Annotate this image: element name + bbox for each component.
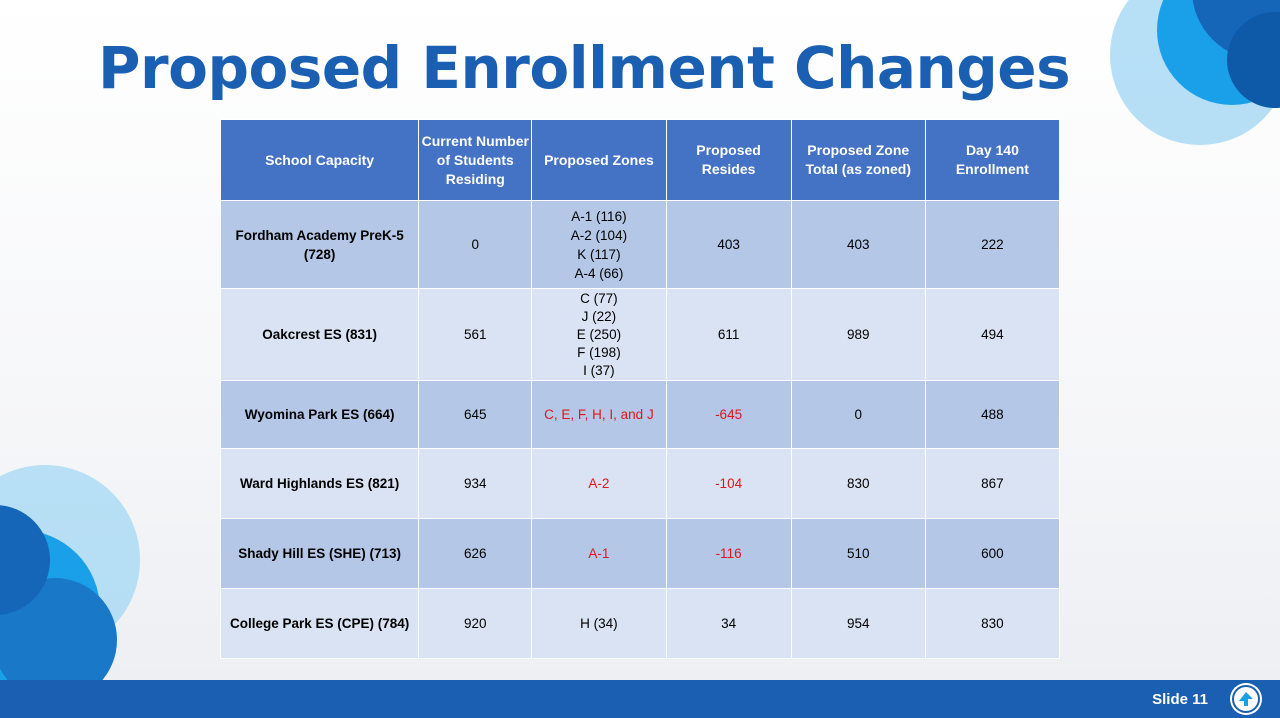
enrollment-table-container: School Capacity Current Number of Studen… [219,119,1061,659]
proposed-resides-cell: 611 [665,288,792,381]
proposed-zone-total-cell: 954 [790,588,926,659]
current-students-cell: 920 [418,588,533,659]
slide-number: Slide 11 [1152,691,1208,708]
proposed-zones-cell: A-2 [531,448,667,519]
proposed-zones-cell: C (77) J (22) E (250) F (198) I (37) [531,288,667,381]
zone-item: I (37) [583,362,615,378]
table-row: Oakcrest ES (831) 561 C (77) J (22) E (2… [219,288,1061,381]
current-students-cell: 934 [418,448,533,519]
proposed-zone-total-cell: 0 [790,380,926,449]
proposed-zone-total-cell: 830 [790,448,926,519]
zone-item: A-4 (66) [574,265,624,281]
header-school-capacity: School Capacity [219,119,420,201]
header-proposed-resides: Proposed Resides [665,119,792,201]
blue-circles-decoration-bottom [0,465,140,702]
proposed-zones-cell: H (34) [531,588,667,659]
proposed-zones-cell: A-1 (116) A-2 (104) K (117) A-4 (66) [531,200,667,289]
district-logo-icon [1230,683,1262,715]
header-proposed-zones: Proposed Zones [531,119,667,201]
table-row: Wyomina Park ES (664) 645 C, E, F, H, I,… [219,380,1061,449]
proposed-zones-cell: C, E, F, H, I, and J [531,380,667,449]
current-students-cell: 645 [418,380,533,449]
proposed-resides-cell: 34 [665,588,792,659]
proposed-zone-total-cell: 403 [790,200,926,289]
school-name-cell: College Park ES (CPE) (784) [219,588,420,659]
school-name-cell: Wyomina Park ES (664) [219,380,420,449]
current-students-cell: 561 [418,288,533,381]
table-row: Ward Highlands ES (821) 934 A-2 -104 830… [219,448,1061,519]
slide-title: Proposed Enrollment Changes [98,34,1071,102]
zone-item: C (77) [580,290,618,306]
table-row: Shady Hill ES (SHE) (713) 626 A-1 -116 5… [219,518,1061,589]
zone-item: A-1 (116) [571,208,627,224]
proposed-resides-cell: -645 [665,380,792,449]
footer-bar [0,680,1280,718]
header-day140-enrollment: Day 140 Enrollment [924,119,1061,201]
proposed-zones-cell: A-1 [531,518,667,589]
table-row: Fordham Academy PreK-5 (728) 0 A-1 (116)… [219,200,1061,289]
blue-circles-decoration-top [1110,0,1280,145]
day140-enrollment-cell: 867 [924,448,1061,519]
day140-enrollment-cell: 830 [924,588,1061,659]
proposed-zone-total-cell: 989 [790,288,926,381]
current-students-cell: 626 [418,518,533,589]
table-row: College Park ES (CPE) (784) 920 H (34) 3… [219,588,1061,659]
zone-item: K (117) [577,246,621,262]
day140-enrollment-cell: 600 [924,518,1061,589]
school-name-cell: Oakcrest ES (831) [219,288,420,381]
school-name-cell: Shady Hill ES (SHE) (713) [219,518,420,589]
enrollment-table: School Capacity Current Number of Studen… [219,119,1061,659]
proposed-resides-cell: -104 [665,448,792,519]
day140-enrollment-cell: 222 [924,200,1061,289]
zone-item: J (22) [581,308,617,324]
table-header-row: School Capacity Current Number of Studen… [219,119,1061,201]
proposed-resides-cell: 403 [665,200,792,289]
header-proposed-zone-total: Proposed Zone Total (as zoned) [790,119,926,201]
school-name-cell: Fordham Academy PreK-5 (728) [219,200,420,289]
zone-item: E (250) [576,326,622,342]
zone-item: A-2 (104) [570,227,628,243]
day140-enrollment-cell: 494 [924,288,1061,381]
proposed-zone-total-cell: 510 [790,518,926,589]
proposed-resides-cell: -116 [665,518,792,589]
day140-enrollment-cell: 488 [924,380,1061,449]
zone-item: F (198) [577,344,621,360]
current-students-cell: 0 [418,200,533,289]
school-name-cell: Ward Highlands ES (821) [219,448,420,519]
header-current-students: Current Number of Students Residing [418,119,533,201]
